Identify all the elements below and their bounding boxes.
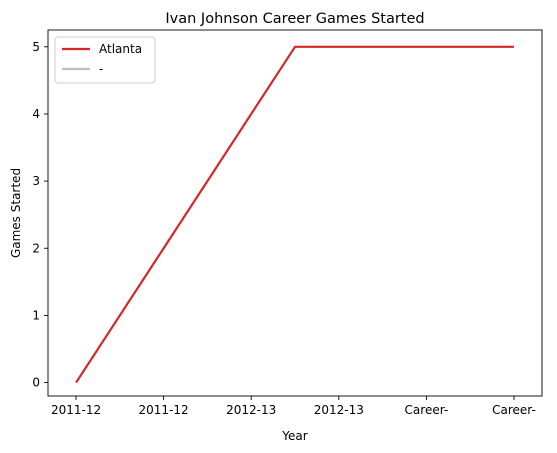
y-tick-label: 0 [32,376,40,390]
x-axis-label: Year [281,429,307,443]
y-tick-label: 4 [32,107,40,121]
y-tick-label: 2 [32,241,40,255]
y-tick-label: 5 [32,40,40,54]
chart-title: Ivan Johnson Career Games Started [165,11,424,27]
x-tick-label: 2012-13 [226,403,276,417]
x-tick-label: Career- [492,403,536,417]
plot-area [75,45,514,384]
x-axis-ticks: 2011-12 2011-12 2012-13 2012-13 Career- Caree… [51,396,536,417]
x-tick-label: Career- [405,403,449,417]
axes-frame [47,29,543,397]
y-axis-ticks: 0 1 2 3 4 5 [32,40,48,390]
legend-label: - [99,62,103,76]
x-tick-label: 2012-13 [314,403,364,417]
legend-label: Atlanta [99,42,142,56]
y-tick-label: 1 [32,308,40,322]
y-axis-label: Games Started [9,168,23,258]
series-line-atlanta [75,45,514,384]
legend: Atlanta - [54,36,156,84]
x-tick-label: 2011-12 [51,403,101,417]
x-tick-label: 2011-12 [139,403,189,417]
y-tick-label: 3 [32,174,40,188]
